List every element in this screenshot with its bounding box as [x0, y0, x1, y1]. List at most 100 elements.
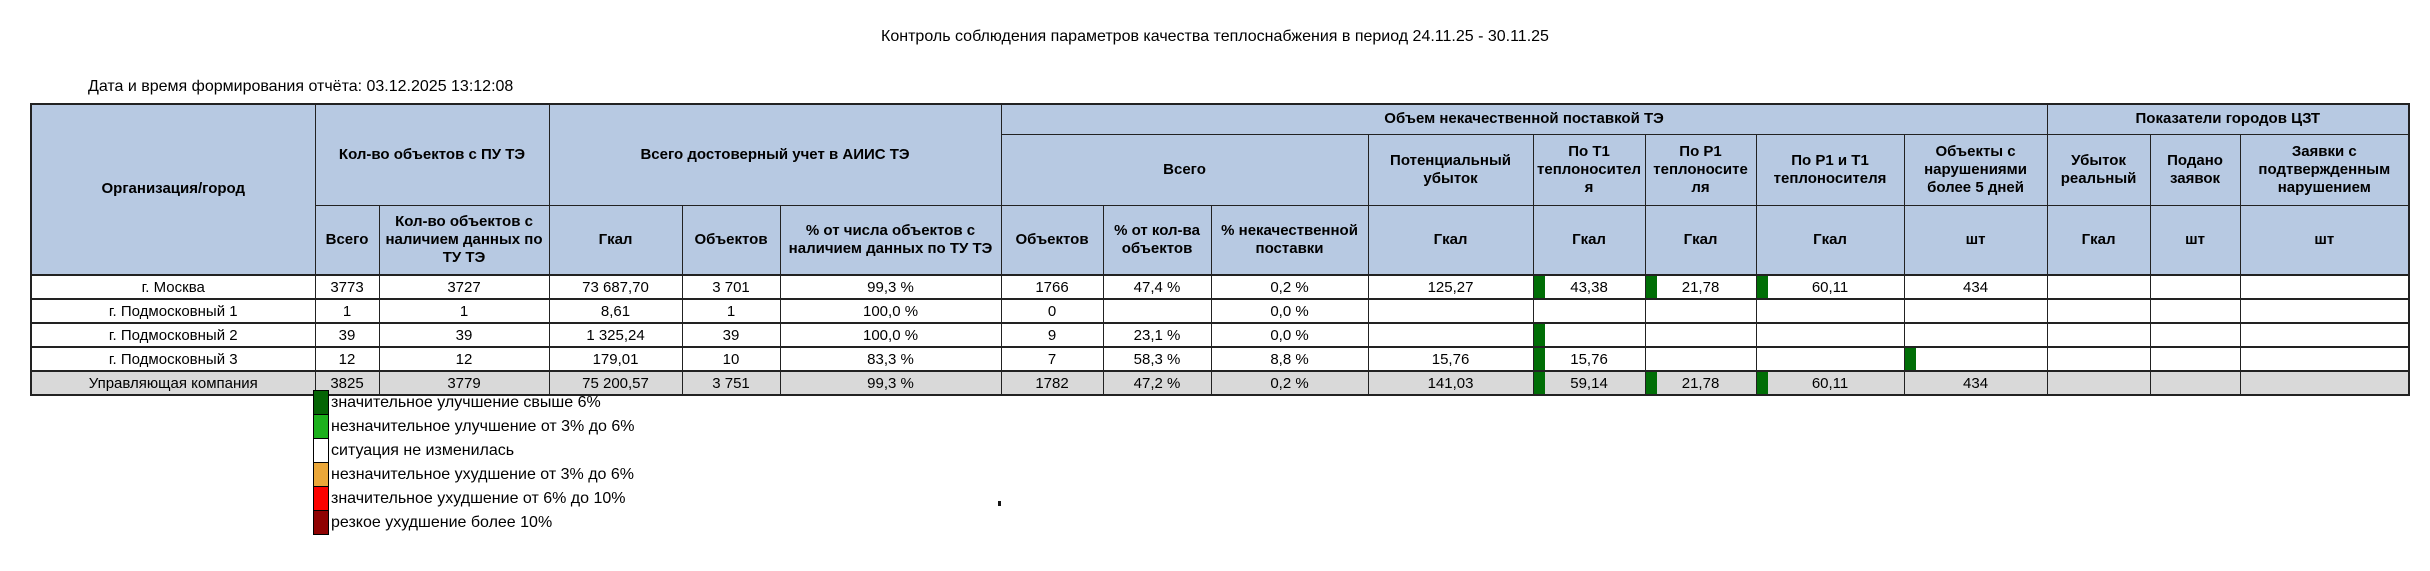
col-unit-pct-of-count: % от кол-ва объектов [1102, 205, 1212, 276]
table-cell [1644, 298, 1757, 324]
col-unit-gkal-p1: Гкал [1644, 205, 1757, 276]
legend-swatch-amber [313, 462, 329, 487]
org-name-cell: г. Подмосковный 1 [30, 298, 316, 324]
table-cell: 8,61 [548, 298, 683, 324]
table-cell: 43,38 [1532, 274, 1646, 300]
table-row-podmoskovny-2: г. Подмосковный 2 39 39 1 325,24 39 100,… [30, 322, 2410, 348]
col-unit-sht-confirmed: шт [2239, 205, 2410, 276]
col-sub-t1: По Т1 теплоносителя [1532, 134, 1646, 206]
table-cell: 100,0 % [779, 322, 1002, 348]
table-cell: 434 [1903, 274, 2048, 300]
table-cell: 12 [314, 346, 380, 372]
table-cell [2046, 298, 2151, 324]
legend-item: резкое ухудшение более 10% [313, 510, 635, 535]
trend-legend: значительное улучшение свыше 6% незначит… [313, 390, 635, 535]
table-cell: 10 [681, 346, 781, 372]
table-cell: 1782 [1000, 370, 1104, 396]
table-cell [2149, 274, 2241, 300]
table-cell: 434 [1903, 370, 2048, 396]
col-unit-gkal-p1t1: Гкал [1755, 205, 1905, 276]
legend-item: ситуация не изменилась [313, 438, 635, 463]
col-header-organization: Организация/город [30, 103, 316, 276]
table-cell: 47,4 % [1102, 274, 1212, 300]
table-cell [2149, 322, 2241, 348]
table-cell [2046, 322, 2151, 348]
table-cell [1644, 346, 1757, 372]
legend-label: резкое ухудшение более 10% [331, 513, 553, 531]
org-name-cell: Управляющая компания [30, 370, 316, 396]
table-cell [2239, 274, 2410, 300]
col-unit-gkal-real-loss: Гкал [2046, 205, 2151, 276]
legend-item: значительное улучшение свыше 6% [313, 390, 635, 415]
col-unit-sht-violations: шт [1903, 205, 2048, 276]
legend-label: незначительное улучшение от 3% до 6% [331, 417, 635, 435]
table-row-moscow: г. Москва 3773 3727 73 687,70 3 701 99,3… [30, 274, 2410, 300]
org-name-cell: г. Подмосковный 2 [30, 322, 316, 348]
table-cell: 99,3 % [779, 370, 1002, 396]
table-cell: 1766 [1000, 274, 1104, 300]
table-cell: 1 [378, 298, 550, 324]
legend-swatch-dark-red [313, 510, 329, 535]
table-cell: 100,0 % [779, 298, 1002, 324]
table-cell: 47,2 % [1102, 370, 1212, 396]
legend-item: незначительное ухудшение от 3% до 6% [313, 462, 635, 487]
org-name-cell: г. Москва [30, 274, 316, 300]
table-cell: 0,0 % [1210, 298, 1369, 324]
table-cell: 7 [1000, 346, 1104, 372]
table-cell: 1 325,24 [548, 322, 683, 348]
table-cell: 125,27 [1367, 274, 1534, 300]
table-cell: 0 [1000, 298, 1104, 324]
stray-dot [998, 501, 1001, 506]
table-cell: 21,78 [1644, 274, 1757, 300]
legend-label: значительное ухудшение от 6% до 10% [331, 489, 626, 507]
table-cell: 39 [681, 322, 781, 348]
col-sub-total: Всего [1000, 134, 1369, 206]
table-cell [2239, 370, 2410, 396]
table-cell [1903, 322, 2048, 348]
table-cell: 59,14 [1532, 370, 1646, 396]
report-timestamp: Дата и время формирования отчёта: 03.12.… [88, 78, 514, 95]
table-cell: 15,76 [1532, 346, 1646, 372]
table-cell: 60,11 [1755, 370, 1905, 396]
page-title: Контроль соблюдения параметров качества … [881, 28, 1549, 45]
table-cell [2149, 298, 2241, 324]
table-cell: 75 200,57 [548, 370, 683, 396]
col-group-pu-te: Кол-во объектов с ПУ ТЭ [314, 103, 550, 206]
table-cell: 12 [378, 346, 550, 372]
col-unit-pct-bad: % некачественной поставки [1210, 205, 1369, 276]
table-cell [1755, 346, 1905, 372]
legend-label: ситуация не изменилась [331, 441, 515, 459]
col-unit-total: Всего [314, 205, 380, 276]
table-cell: 21,78 [1644, 370, 1757, 396]
col-sub-potential-loss: Потенциальный убыток [1367, 134, 1534, 206]
table-cell [1367, 298, 1534, 324]
table-cell: 23,1 % [1102, 322, 1212, 348]
table-cell: 141,03 [1367, 370, 1534, 396]
legend-item: незначительное улучшение от 3% до 6% [313, 414, 635, 439]
header-group-row: Организация/город Кол-во объектов с ПУ Т… [30, 103, 2410, 276]
table-cell: 3 701 [681, 274, 781, 300]
col-unit-with-tu-data: Кол-во объектов с наличием данных по ТУ … [378, 205, 550, 276]
col-unit-pct-of-tu: % от числа объектов с наличием данных по… [779, 205, 1002, 276]
table-cell: 83,3 % [779, 346, 1002, 372]
table-cell: 3 751 [681, 370, 781, 396]
table-cell [2046, 346, 2151, 372]
table-cell [1903, 298, 2048, 324]
table-cell: 8,8 % [1210, 346, 1369, 372]
table-cell: 1 [314, 298, 380, 324]
col-unit-sht-requests: шт [2149, 205, 2241, 276]
col-unit-gkal-potential: Гкал [1367, 205, 1534, 276]
table-cell: 39 [314, 322, 380, 348]
quality-report-table: Организация/город Кол-во объектов с ПУ Т… [30, 103, 2411, 396]
legend-swatch-red [313, 486, 329, 511]
legend-swatch-dark-green [313, 390, 329, 415]
table-cell [1903, 346, 2048, 372]
table-cell [2046, 370, 2151, 396]
legend-label: значительное улучшение свыше 6% [331, 393, 601, 411]
legend-label: незначительное ухудшение от 3% до 6% [331, 465, 634, 483]
header-sub-row: Всего Потенциальный убыток По Т1 теплоно… [31, 134, 2410, 206]
org-name-cell: г. Подмосковный 3 [30, 346, 316, 372]
table-cell: 179,01 [548, 346, 683, 372]
col-group-czt: Показатели городов ЦЗТ [2046, 103, 2410, 135]
col-unit-objects-aiis: Объектов [681, 205, 781, 276]
